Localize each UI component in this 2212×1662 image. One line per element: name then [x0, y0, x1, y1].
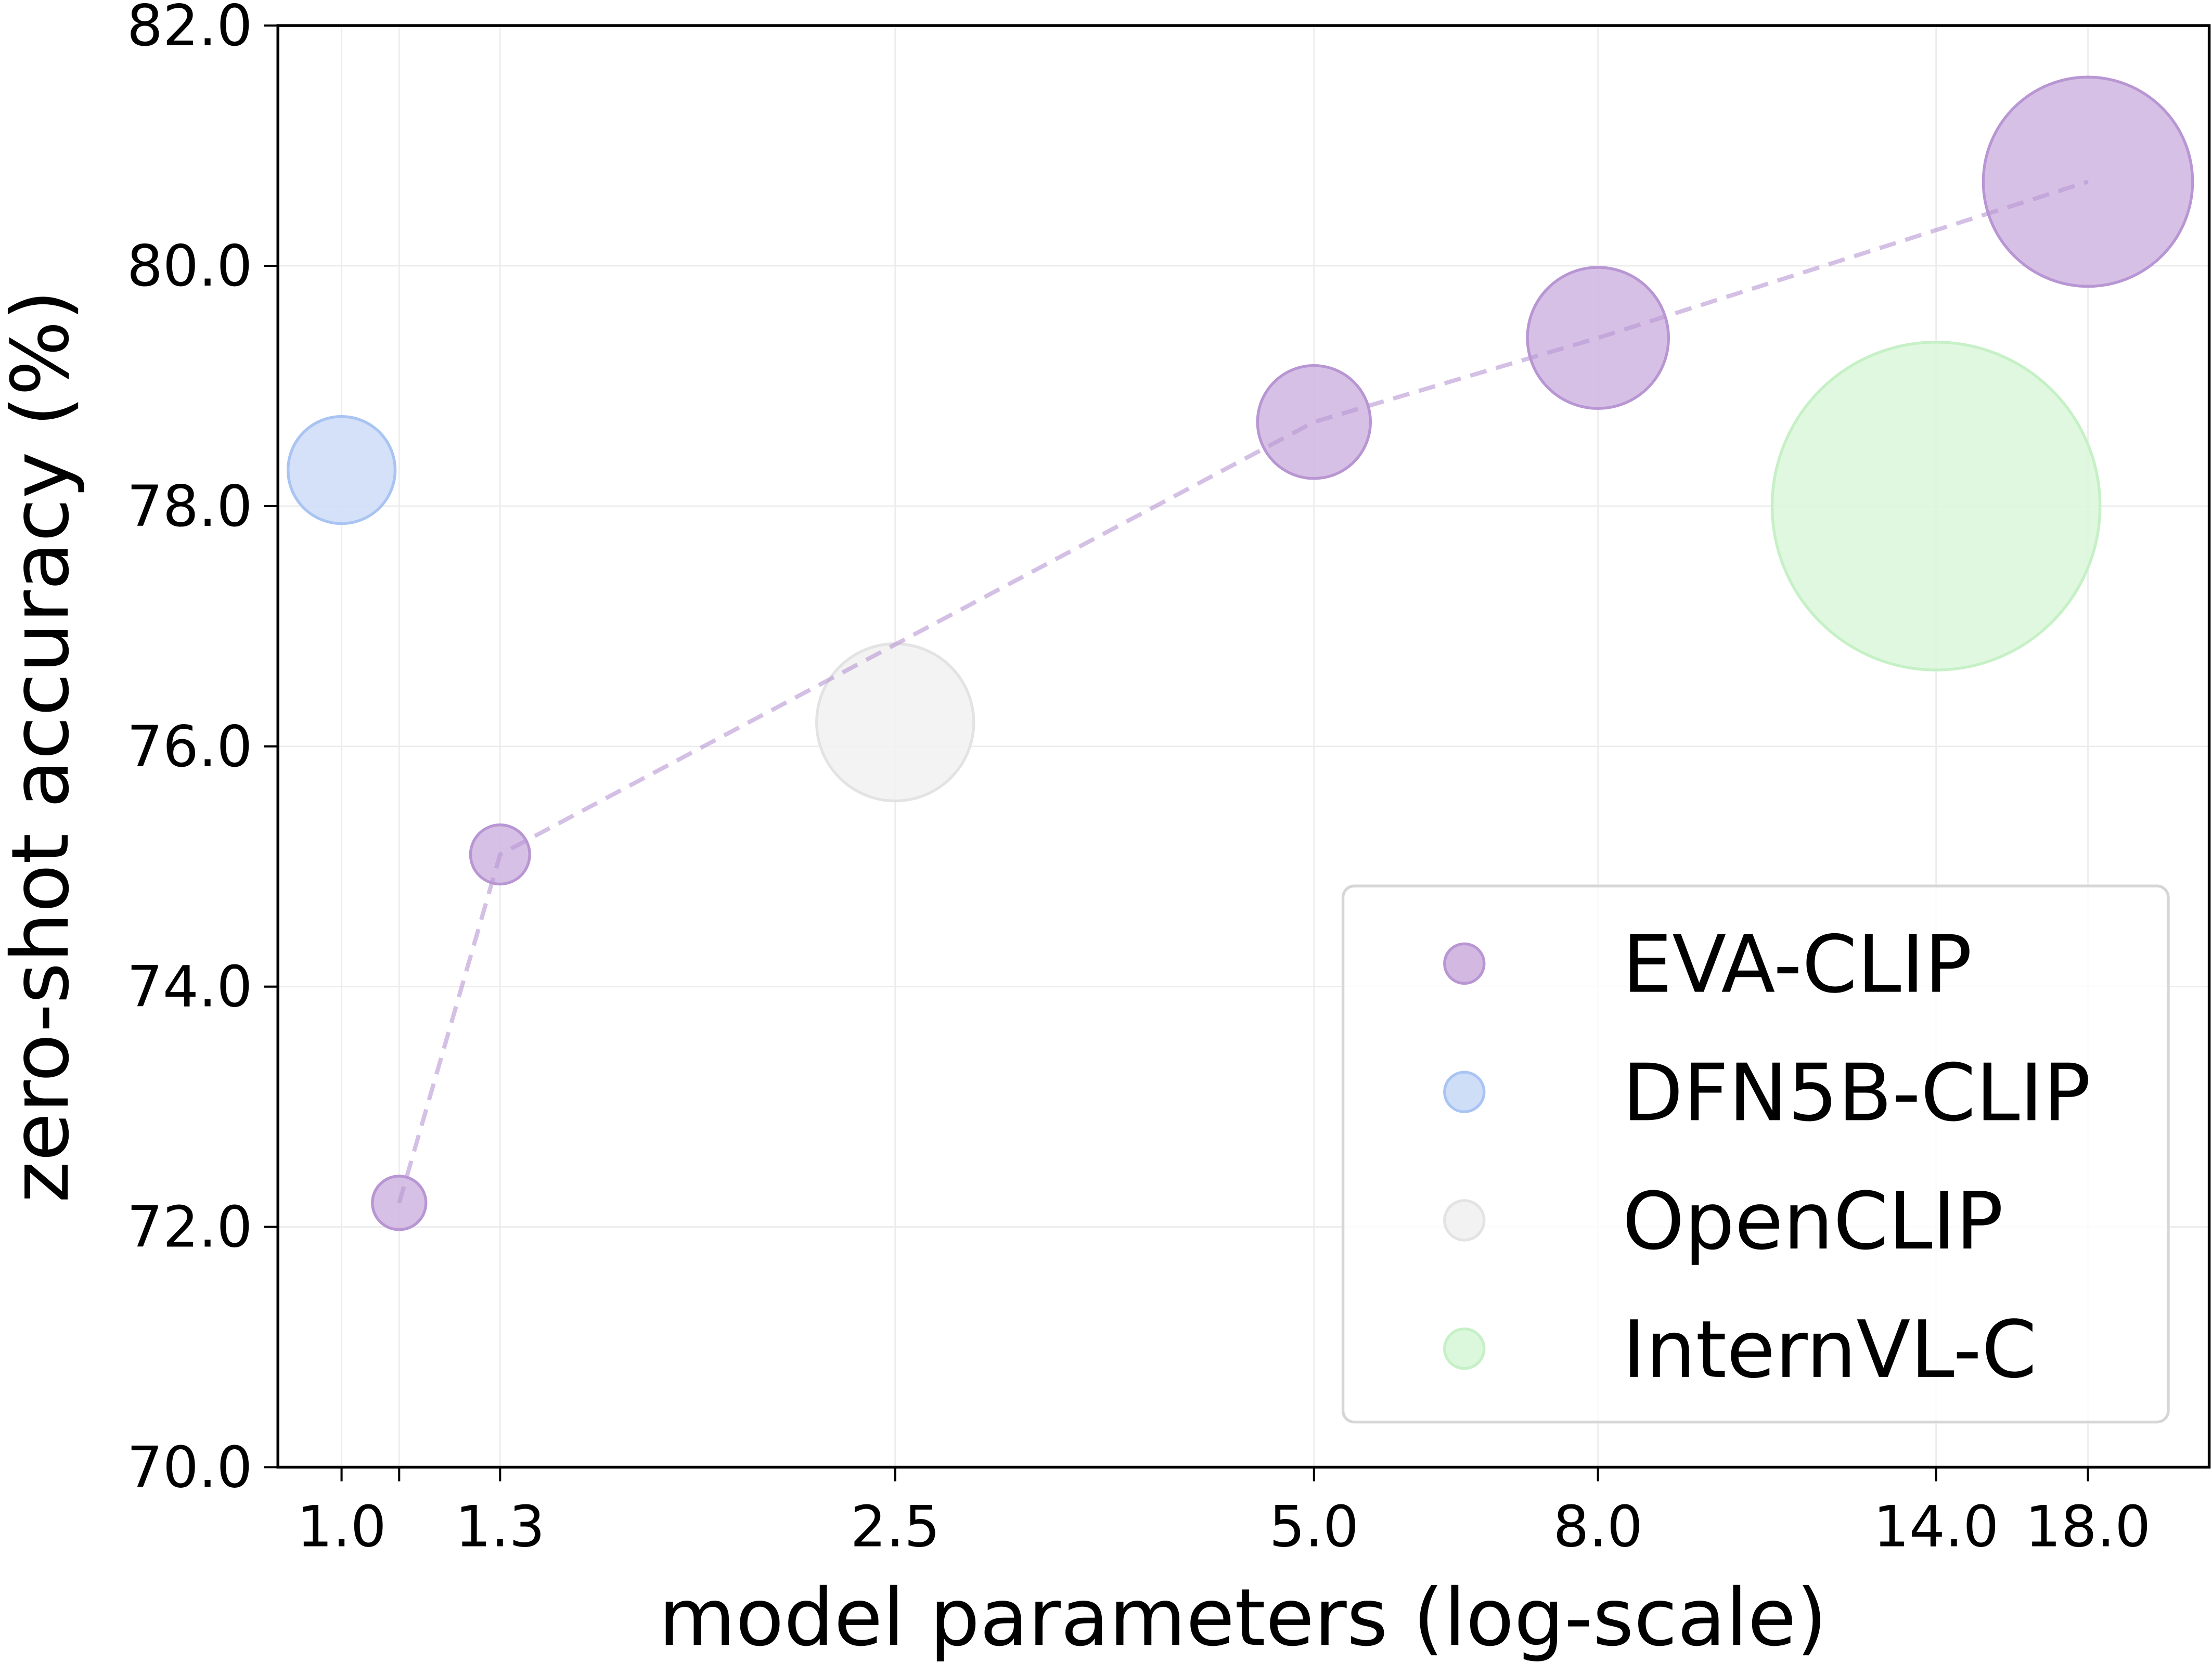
- x-axis-ticks: 1.0 1.3 2.5 5.0 8.0 14.0 18.0: [297, 1467, 2151, 1560]
- legend-marker: [1443, 1071, 1486, 1113]
- data-marks: [286, 75, 2194, 1231]
- legend-label: DFN5B-CLIP: [1622, 1047, 2090, 1139]
- trend-line: [397, 179, 2089, 1204]
- y-tick-label: 74.0: [127, 954, 252, 1020]
- legend-marker: [1443, 1328, 1486, 1370]
- y-axis-label: zero-shot accuracy (%): [0, 290, 86, 1203]
- y-tick-label: 70.0: [127, 1434, 252, 1500]
- x-tick-label: 18.0: [2025, 1493, 2151, 1560]
- y-tick-label: 78.0: [127, 473, 252, 539]
- y-tick-label: 80.0: [127, 233, 252, 299]
- y-tick-label: 76.0: [127, 714, 252, 780]
- x-tick-label: 1.0: [297, 1493, 386, 1560]
- legend-label: OpenCLIP: [1622, 1175, 2003, 1267]
- x-tick-label: 1.3: [455, 1493, 545, 1560]
- y-tick-label: 72.0: [127, 1194, 252, 1260]
- legend-label: EVA-CLIP: [1622, 919, 1972, 1011]
- legend-marker: [1443, 1199, 1486, 1242]
- data-point-eva-clip: [1526, 266, 1670, 410]
- legend-label: InternVL-C: [1622, 1304, 2037, 1396]
- x-axis-label: model parameters (log-scale): [659, 1571, 1827, 1662]
- x-tick-label: 8.0: [1553, 1493, 1642, 1560]
- data-point-dfn5b-clip: [286, 415, 397, 525]
- data-point-internvl-c: [1770, 341, 2102, 672]
- y-axis-ticks: 70.0 72.0 74.0 76.0 78.0 80.0 82.0: [127, 0, 278, 1500]
- y-tick-label: 82.0: [127, 0, 252, 59]
- legend: EVA-CLIP DFN5B-CLIP OpenCLIP InternVL-C: [1341, 884, 2170, 1424]
- x-tick-label: 2.5: [851, 1493, 940, 1560]
- legend-marker: [1443, 942, 1486, 985]
- data-point-eva-clip: [1256, 364, 1372, 480]
- data-point-openclip: [815, 642, 975, 803]
- x-tick-label: 5.0: [1269, 1493, 1359, 1560]
- x-tick-label: 14.0: [1873, 1493, 1999, 1560]
- legend-frame: [1341, 884, 2170, 1424]
